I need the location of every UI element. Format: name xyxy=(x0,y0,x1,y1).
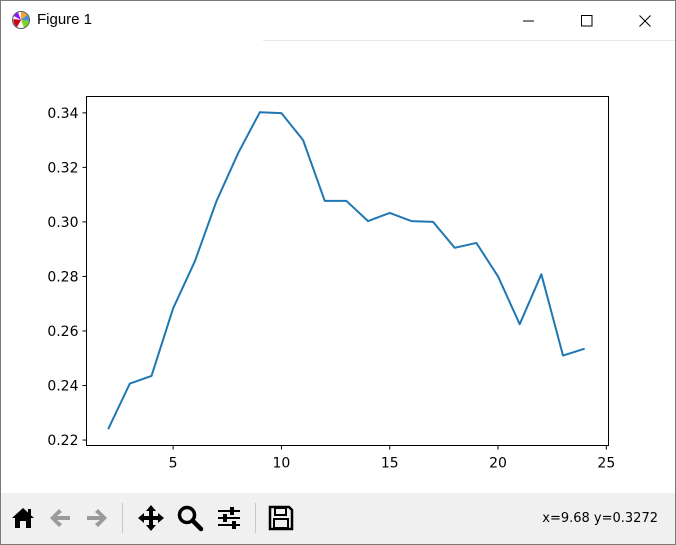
x-tick-label: 10 xyxy=(273,456,291,472)
y-tick-label: 0.32 xyxy=(47,160,78,176)
x-tick-label: 20 xyxy=(489,456,507,472)
maximize-button[interactable] xyxy=(564,1,610,40)
title-separator xyxy=(263,40,675,41)
y-tick-label: 0.30 xyxy=(47,215,78,231)
figure-canvas[interactable]: 0.22 0.24 0.26 0.28 0.30 0.32 0.34 5 10 15 20 25 xyxy=(1,41,675,493)
y-tick-label: 0.26 xyxy=(47,324,78,340)
x-tick-label: 5 xyxy=(169,456,178,472)
toolbar-separator xyxy=(122,503,123,533)
home-icon xyxy=(9,504,37,532)
line-chart: 0.22 0.24 0.26 0.28 0.30 0.32 0.34 5 10 15 20 25 xyxy=(47,96,615,472)
cursor-coordinates: x=9.68 y=0.3272 xyxy=(542,511,658,526)
move-icon xyxy=(137,504,165,532)
y-tick-label: 0.34 xyxy=(47,106,78,122)
forward-button[interactable] xyxy=(80,501,114,535)
toolbar-separator xyxy=(255,503,256,533)
arrow-left-icon xyxy=(46,504,74,532)
floppy-disk-icon xyxy=(267,504,295,532)
zoom-button[interactable] xyxy=(173,501,207,535)
sliders-icon xyxy=(215,504,243,532)
minimize-icon xyxy=(523,15,535,27)
x-tick-label: 25 xyxy=(597,456,615,472)
arrow-right-icon xyxy=(83,504,111,532)
maximize-icon xyxy=(581,14,593,27)
close-button[interactable] xyxy=(622,1,668,40)
axes-frame xyxy=(86,96,609,446)
close-icon xyxy=(639,14,651,27)
window-title: Figure 1 xyxy=(37,11,93,28)
back-button[interactable] xyxy=(43,501,77,535)
y-tick-label: 0.28 xyxy=(47,269,78,285)
y-tick-label: 0.24 xyxy=(47,379,78,395)
navigation-toolbar: x=9.68 y=0.3272 xyxy=(1,493,675,544)
minimize-button[interactable] xyxy=(506,1,552,40)
configure-subplots-button[interactable] xyxy=(212,501,246,535)
pan-button[interactable] xyxy=(134,501,168,535)
y-tick-label: 0.22 xyxy=(47,433,78,449)
magnifier-icon xyxy=(176,504,204,532)
matplotlib-logo-icon xyxy=(11,10,31,30)
title-bar[interactable]: Figure 1 xyxy=(1,1,675,40)
save-button[interactable] xyxy=(264,501,298,535)
x-tick-label: 15 xyxy=(381,456,399,472)
home-button[interactable] xyxy=(6,501,40,535)
